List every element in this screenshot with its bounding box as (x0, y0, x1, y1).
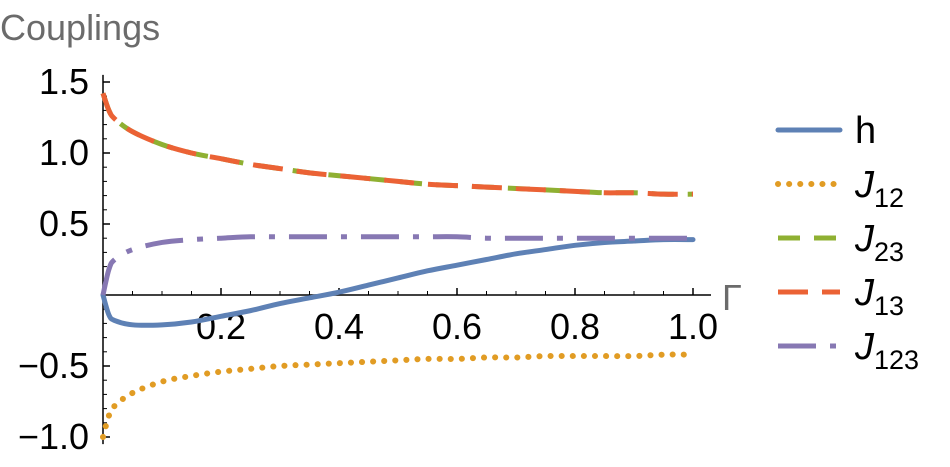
series-line-j123 (100, 234, 693, 296)
legend-label-j23: J23 (854, 218, 904, 267)
legend: h J12 J23 J13 J123 (775, 110, 919, 375)
series-line-h (100, 237, 696, 328)
y-tick-label: 1.0 (39, 132, 89, 173)
x-tick-label: 0.4 (314, 306, 364, 347)
x-axis-label: Γ (722, 277, 742, 318)
series-layer (100, 92, 696, 440)
y-tick-label: 1.5 (39, 61, 89, 102)
x-tick-label: 0.6 (432, 306, 482, 347)
series-line-j12 (100, 351, 696, 440)
legend-label-j123: J123 (854, 326, 919, 375)
series-line-j13 (100, 92, 694, 197)
y-tick-label: −1.0 (18, 416, 89, 457)
legend-label-j13: J13 (854, 272, 904, 321)
legend-label-h: h (855, 110, 876, 152)
x-tick-label: 1.0 (668, 306, 718, 347)
axes (102, 74, 711, 445)
y-axis-label: Couplings (0, 7, 160, 48)
x-tick-label: 0.8 (550, 306, 600, 347)
legend-label-j12: J12 (854, 164, 904, 213)
y-tick-label: −0.5 (18, 345, 89, 386)
y-tick-label: 0.5 (39, 203, 89, 244)
